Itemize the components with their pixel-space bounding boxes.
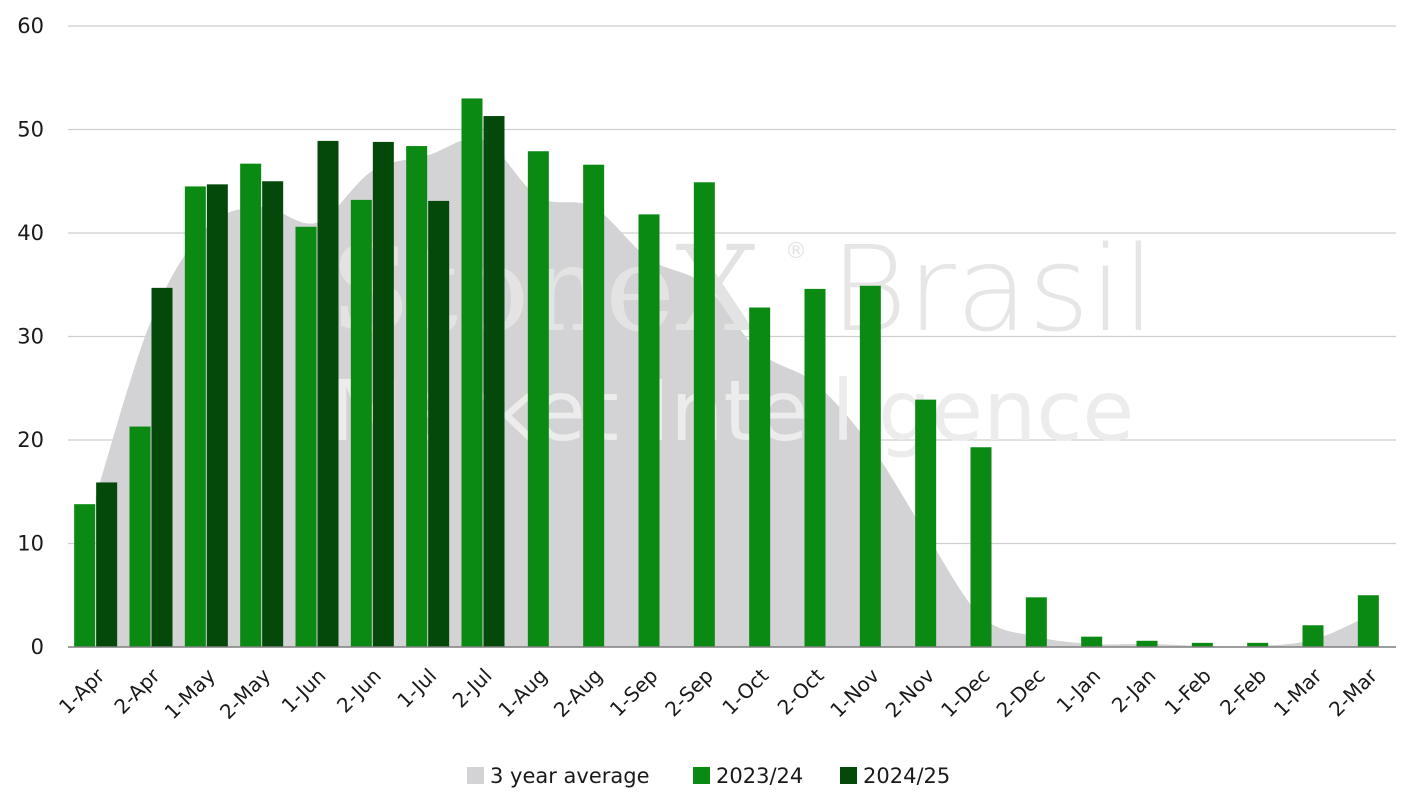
y-tick-label: 10 <box>17 532 44 556</box>
y-tick-label: 60 <box>17 14 44 38</box>
x-tick-label: 2-Nov <box>881 663 940 722</box>
bar-2024-25 <box>483 116 505 648</box>
bar-2024-25 <box>206 184 228 648</box>
legend-label-2023-24: 2023/24 <box>716 764 803 788</box>
x-tick-label: 1-Dec <box>936 664 994 722</box>
x-tick-label: 1-Nov <box>825 663 884 722</box>
bar-2024-25 <box>262 181 284 647</box>
bar-2024-25 <box>96 482 118 647</box>
watermark: StoneX ® Brasil Market Intelligence <box>330 220 1155 460</box>
bar-2023-24 <box>1302 625 1324 647</box>
x-tick-label: 2-Jul <box>448 664 497 713</box>
x-tick-label: 2-Sep <box>660 664 718 722</box>
bar-2023-24 <box>406 146 428 647</box>
y-tick-label: 50 <box>17 118 44 142</box>
bar-2024-25 <box>151 287 173 647</box>
x-tick-label: 2-Apr <box>109 663 165 719</box>
legend-label-2024-25: 2024/25 <box>863 764 950 788</box>
bar-2023-24 <box>749 307 771 647</box>
y-tick-label: 30 <box>17 325 44 349</box>
x-tick-label: 1-Jan <box>1052 664 1106 718</box>
x-tick-label: 1-Apr <box>54 663 110 719</box>
bar-2023-24 <box>1025 597 1047 647</box>
x-tick-label: 2-Jan <box>1107 664 1161 718</box>
bar-2023-24 <box>859 285 881 647</box>
x-tick-label: 1-Jun <box>277 664 331 718</box>
bars <box>74 98 1379 648</box>
x-tick-label: 1-Aug <box>493 664 551 722</box>
x-tick-label: 1-Sep <box>605 664 663 722</box>
x-tick-label: 2-Oct <box>773 663 829 719</box>
bar-2023-24 <box>693 182 715 647</box>
legend-swatch-2023-24 <box>693 767 710 784</box>
watermark-region: Brasil <box>830 220 1155 358</box>
watermark-registered-mark: ® <box>785 239 807 264</box>
x-tick-label: 2-Dec <box>991 664 1049 722</box>
bar-2023-24 <box>970 447 992 647</box>
legend-swatch-2024-25 <box>840 767 857 784</box>
bar-2023-24 <box>295 226 317 648</box>
x-tick-label: 1-Mar <box>1269 663 1327 721</box>
x-tick-label: 2-May <box>215 663 275 723</box>
bar-2023-24 <box>638 214 660 647</box>
y-tick-label: 0 <box>31 635 44 659</box>
bar-2024-25 <box>428 200 450 648</box>
bar-2023-24 <box>915 399 937 647</box>
bar-2023-24 <box>527 151 549 648</box>
bar-2023-24 <box>1136 640 1158 647</box>
y-tick-labels: 0 10 20 30 40 50 60 <box>17 14 44 659</box>
x-tick-label: 2-Mar <box>1324 663 1382 721</box>
y-tick-label: 40 <box>17 221 44 245</box>
x-tick-label: 1-May <box>160 663 220 723</box>
bar-2024-25 <box>372 141 394 648</box>
bar-2023-24 <box>350 199 372 647</box>
bar-2024-25 <box>317 140 339 647</box>
legend-label-average: 3 year average <box>490 764 650 788</box>
legend-swatch-average <box>467 767 484 784</box>
bar-2023-24 <box>1191 642 1213 647</box>
y-tick-label: 20 <box>17 428 44 452</box>
x-tick-label: 1-Oct <box>717 663 773 719</box>
bar-2023-24 <box>74 504 96 647</box>
bar-2023-24 <box>129 426 151 647</box>
bar-2023-24 <box>1081 636 1103 647</box>
legend: 3 year average 2023/24 2024/25 <box>467 764 950 788</box>
bar-2023-24 <box>184 186 206 648</box>
bar-2023-24 <box>804 288 826 647</box>
x-tick-label: 2-Feb <box>1215 664 1271 720</box>
bar-2023-24 <box>240 163 262 647</box>
x-tick-label: 1-Jul <box>392 664 441 713</box>
bar-2023-24 <box>1247 642 1269 647</box>
x-tick-label: 2-Jun <box>332 664 386 718</box>
bar-2023-24 <box>461 98 483 647</box>
x-tick-label: 1-Feb <box>1160 664 1216 720</box>
bar-2023-24 <box>1357 595 1379 647</box>
x-tick-label: 2-Aug <box>549 664 607 722</box>
watermark-tagline: Market Intelligence <box>330 362 1134 460</box>
bar-2023-24 <box>583 164 605 647</box>
